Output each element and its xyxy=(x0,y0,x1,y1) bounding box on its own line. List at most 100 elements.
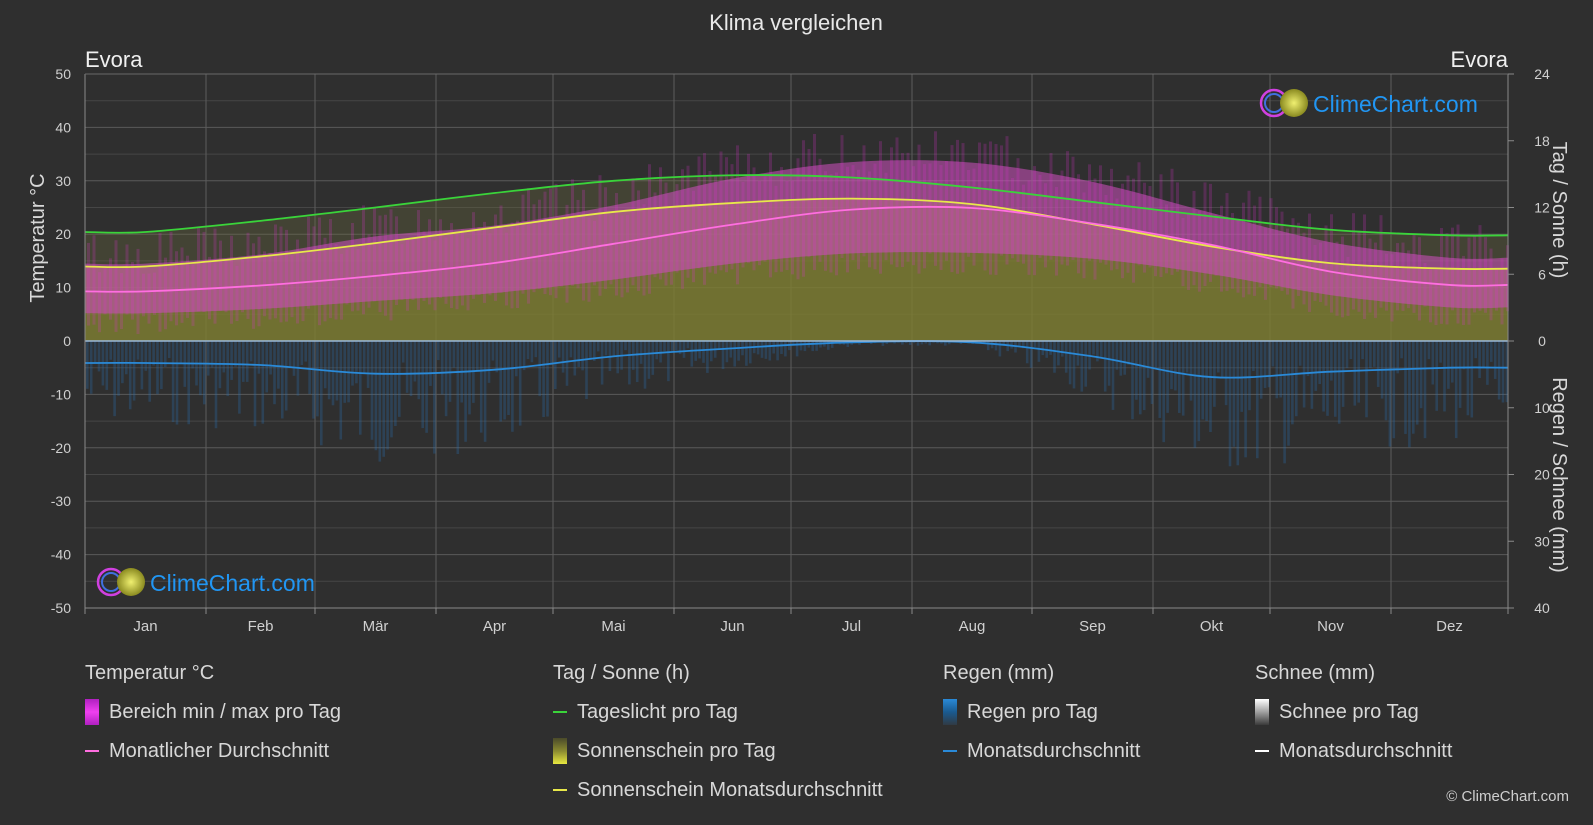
rain-day-bar xyxy=(479,341,483,433)
rain-day-bar xyxy=(1162,341,1165,443)
rain-day-bar xyxy=(780,341,783,354)
temperature-day-bar xyxy=(620,215,624,298)
rain-day-bar xyxy=(643,341,647,389)
temperature-day-bar xyxy=(1341,236,1344,318)
rain-day-bar xyxy=(1330,341,1333,381)
rain-day-bar xyxy=(538,341,541,397)
rain-day-bar xyxy=(284,341,288,411)
rain-day-bar xyxy=(390,341,393,438)
temperature-day-bar xyxy=(1005,136,1009,265)
temperature-day-bar xyxy=(1082,192,1086,279)
rain-day-bar xyxy=(795,341,799,357)
legend-label: Tageslicht pro Tag xyxy=(577,700,738,723)
rain-day-bar xyxy=(1408,341,1411,448)
rain-day-bar xyxy=(421,341,424,429)
temperature-day-bar xyxy=(1049,153,1053,260)
temperature-day-bar xyxy=(1324,225,1328,306)
month-label: Jan xyxy=(133,618,157,635)
legend-item-rain-avg: Monatsdurchschnitt xyxy=(943,739,1140,763)
temperature-day-bar xyxy=(400,244,404,300)
rain-day-bar xyxy=(425,341,428,433)
rain-day-bar xyxy=(647,341,651,379)
rain-day-bar xyxy=(132,341,136,401)
temperature-day-bar xyxy=(532,204,536,293)
climate-chart: Klima vergleichen Evora Evora 50 40 30 20 10… xyxy=(27,10,1570,635)
rain-day-bar xyxy=(507,341,510,416)
temperature-day-bar xyxy=(1363,214,1366,320)
rain-day-bar xyxy=(148,341,151,402)
temperature-day-bar xyxy=(521,194,525,294)
rain-day-bar xyxy=(1493,341,1497,379)
rain-day-bar xyxy=(339,341,343,440)
temperature-day-bar xyxy=(1286,228,1289,295)
rain-day-bar xyxy=(983,341,986,344)
temperature-day-bar xyxy=(98,272,101,333)
rain-day-bar xyxy=(1244,341,1247,458)
watermark-bottom: ClimeChart.com xyxy=(96,567,315,597)
rain-day-bar xyxy=(612,341,616,356)
right-axis-sun-label: Tag / Sonne (h) xyxy=(1548,142,1570,279)
rain-day-bar xyxy=(577,341,580,367)
rain-day-bar xyxy=(1107,341,1111,386)
rain-day-bar xyxy=(164,341,167,368)
rain-day-bar xyxy=(1174,341,1177,391)
rain-day-bar xyxy=(784,341,787,357)
temperature-day-bar xyxy=(1352,213,1355,310)
rain-day-bar xyxy=(156,341,159,395)
temperature-day-bar xyxy=(1396,243,1399,311)
legend-item-sunshine: Sonnenschein pro Tag xyxy=(553,738,883,764)
rain-day-bar xyxy=(827,341,830,350)
temperature-day-bar xyxy=(697,156,701,269)
rain-day-bar xyxy=(1037,341,1041,362)
rain-day-bar xyxy=(249,341,253,362)
rain-day-bar xyxy=(1232,341,1236,447)
temperature-day-bar xyxy=(626,215,629,293)
temperature-day-bar xyxy=(1137,162,1141,266)
sunshine-swatch xyxy=(553,738,567,764)
temperature-day-bar xyxy=(1456,224,1460,324)
rain-day-bar xyxy=(706,341,709,373)
copyright: © ClimeChart.com xyxy=(1446,788,1569,805)
rain-day-bar xyxy=(210,341,214,368)
rain-day-bar xyxy=(557,341,561,358)
rain-day-bar xyxy=(1010,341,1013,349)
rain-day-bar xyxy=(1357,341,1360,403)
rain-day-bar xyxy=(550,341,553,365)
right-sun-tick-label: 24 xyxy=(1534,66,1550,82)
rain-day-bar xyxy=(1146,341,1150,378)
temperature-day-bar xyxy=(1319,242,1322,303)
temperature-day-bar xyxy=(1121,183,1124,279)
rain-day-bar xyxy=(1435,341,1438,411)
rain-day-bar xyxy=(940,341,943,344)
rain-day-bar xyxy=(245,341,249,382)
temperature-day-bar xyxy=(103,265,107,315)
temperature-day-bar xyxy=(1357,231,1361,312)
temperature-day-bar xyxy=(1198,210,1201,292)
temperature-day-bar xyxy=(571,179,574,286)
rain-day-bar xyxy=(1115,341,1119,370)
rain-day-bar xyxy=(764,341,768,359)
temperature-day-bar xyxy=(224,260,228,313)
rain-day-bar xyxy=(1139,341,1142,415)
temperature-day-bar xyxy=(422,231,426,301)
rain-day-bar xyxy=(616,341,619,374)
left-tick-label: -20 xyxy=(51,440,71,456)
temperature-day-bar xyxy=(1170,168,1174,275)
rain-day-bar xyxy=(175,341,179,425)
temperature-day-bar xyxy=(257,236,261,327)
rain-day-bar xyxy=(1022,341,1025,349)
rain-day-bar xyxy=(1501,341,1505,403)
temperature-day-bar xyxy=(648,164,651,294)
rain-day-bar xyxy=(682,341,686,358)
temperature-day-bar xyxy=(213,228,217,324)
chart-title: Klima vergleichen xyxy=(709,10,883,35)
rain-day-bar xyxy=(199,341,202,396)
rain-day-bar xyxy=(491,341,495,361)
temperature-day-bar xyxy=(246,232,250,319)
temperature-day-bar xyxy=(703,153,706,285)
rain-day-bar xyxy=(1306,341,1310,376)
rain-day-bar xyxy=(655,341,658,360)
temperature-day-bar xyxy=(1060,170,1064,265)
temperature-day-bar xyxy=(681,169,684,289)
temperature-day-bar xyxy=(1236,218,1240,293)
